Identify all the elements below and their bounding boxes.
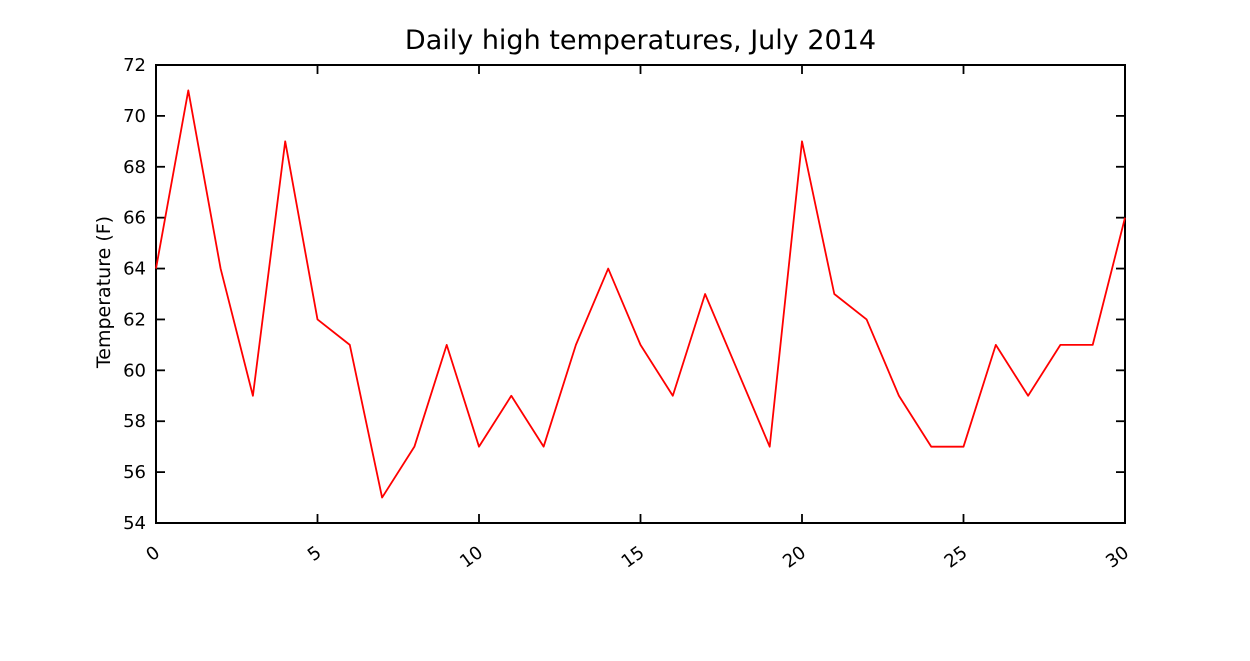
y-tick-label: 58 [123,411,146,432]
x-tick-label: 10 [456,542,487,572]
y-tick-label: 64 [123,259,146,280]
x-tick-label: 5 [304,542,326,566]
temperature-line [155,89,1126,499]
y-axis-label: Temperature (F) [93,215,115,369]
x-tick-label: 25 [941,542,972,572]
y-tick-label: 70 [123,106,146,127]
y-tick-label: 72 [123,55,146,76]
y-tick-label: 62 [123,309,146,330]
x-tick-label: 20 [779,542,810,572]
y-tick-label: 66 [123,208,146,229]
axes-frame [155,64,1126,524]
chart-title: Daily high temperatures, July 2014 [404,25,877,56]
y-tick-label: 56 [123,462,146,483]
x-tick-label: 30 [1102,542,1133,572]
y-tick-label: 68 [123,157,146,178]
y-tick-label: 60 [123,360,146,381]
y-tick-label: 54 [123,513,146,534]
x-tick-label: 0 [142,542,164,566]
x-tick-label: 15 [618,542,649,572]
